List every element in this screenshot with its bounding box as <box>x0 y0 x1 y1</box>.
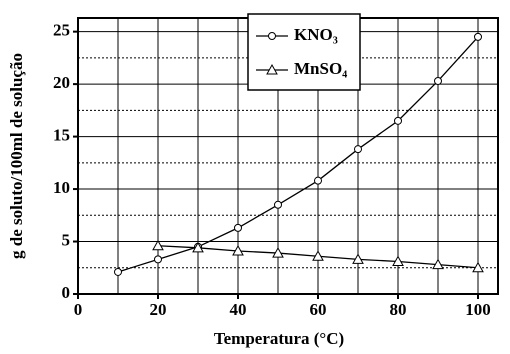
marker <box>394 116 402 125</box>
legend-label: KNO₃ <box>294 25 338 44</box>
legend-box <box>247 13 361 91</box>
x-tick-label: 100 <box>465 300 491 319</box>
y-tick-label: 10 <box>53 178 70 197</box>
y-tick-label: 20 <box>53 73 70 92</box>
marker <box>314 176 322 185</box>
marker <box>274 200 282 209</box>
marker <box>474 32 482 41</box>
x-tick-label: 80 <box>390 300 407 319</box>
legend-marker <box>268 32 276 40</box>
x-tick-label: 0 <box>74 300 83 319</box>
x-tick-label: 60 <box>310 300 327 319</box>
marker <box>392 255 404 266</box>
y-tick-label: 5 <box>62 230 71 249</box>
x-axis-label: Temperatura (°C) <box>214 329 344 348</box>
marker <box>434 76 442 85</box>
marker <box>352 253 364 264</box>
marker <box>152 239 164 251</box>
marker <box>154 255 162 264</box>
marker <box>234 223 242 232</box>
y-tick-label: 15 <box>53 125 70 144</box>
x-tick-label: 40 <box>230 300 247 319</box>
marker <box>472 261 484 273</box>
marker <box>272 247 284 258</box>
legend-label: MnSO₄ <box>294 59 347 78</box>
marker <box>354 145 362 154</box>
x-tick-label: 20 <box>150 300 167 319</box>
y-tick-label: 0 <box>62 283 71 302</box>
legend-marker <box>266 63 278 75</box>
marker <box>232 244 244 256</box>
marker <box>192 241 204 253</box>
y-axis-label: g de soluto/100ml de solução <box>7 53 26 259</box>
series-line <box>117 36 479 273</box>
marker <box>114 267 122 276</box>
marker <box>312 250 324 261</box>
marker <box>432 258 444 270</box>
y-tick-label: 25 <box>53 21 70 40</box>
